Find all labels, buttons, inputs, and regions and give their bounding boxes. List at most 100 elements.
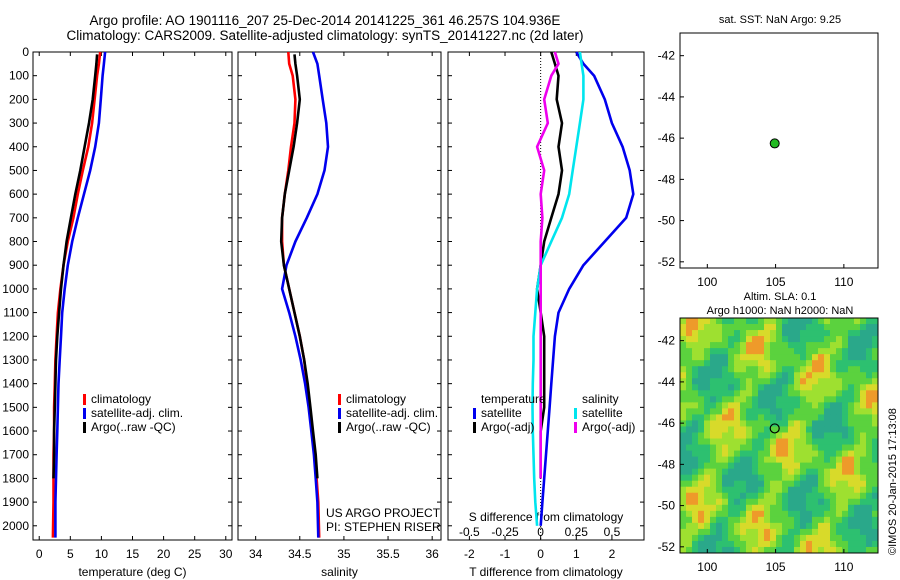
sla-cell bbox=[818, 468, 825, 476]
sla-cell bbox=[716, 420, 723, 428]
sla-cell bbox=[842, 354, 849, 361]
sla-cell bbox=[806, 516, 813, 524]
sla-cell bbox=[734, 390, 741, 397]
sla-cell bbox=[704, 492, 711, 500]
sla-cell bbox=[842, 438, 849, 446]
sla-cell bbox=[872, 324, 878, 331]
sla-cell bbox=[716, 414, 723, 422]
sla-cell bbox=[770, 492, 777, 500]
sla-cell bbox=[872, 378, 878, 385]
sla-cell bbox=[866, 528, 873, 536]
sla-cell bbox=[686, 480, 693, 488]
sla-cell bbox=[686, 396, 693, 403]
sla-cell bbox=[770, 510, 777, 518]
sla-cell bbox=[752, 390, 759, 397]
sla-cell bbox=[800, 498, 807, 506]
sla-cell bbox=[824, 396, 831, 403]
sla-cell bbox=[872, 354, 878, 361]
sla-cell bbox=[710, 516, 717, 524]
sla-cell bbox=[800, 420, 807, 428]
sla-cell bbox=[704, 534, 711, 542]
sla-cell bbox=[680, 348, 687, 355]
sla-cell bbox=[776, 366, 783, 373]
sla-cell bbox=[806, 432, 813, 440]
sla-cell bbox=[836, 504, 843, 512]
sla-cell bbox=[842, 402, 849, 409]
sla-cell bbox=[722, 438, 729, 446]
sla-cell bbox=[866, 516, 873, 524]
sla-cell bbox=[722, 396, 729, 403]
sla-cell bbox=[698, 444, 705, 452]
sla-cell bbox=[764, 396, 771, 403]
sla-cell bbox=[740, 396, 747, 403]
sla-cell bbox=[680, 492, 687, 500]
sla-cell bbox=[692, 450, 699, 458]
sla-cell bbox=[800, 366, 807, 373]
sla-cell bbox=[692, 414, 699, 422]
sla-cell bbox=[854, 330, 861, 337]
sla-cell bbox=[824, 450, 831, 458]
sla-cell bbox=[710, 384, 717, 391]
sla-cell bbox=[734, 522, 741, 530]
sla-cell bbox=[680, 318, 687, 325]
sla-cell bbox=[704, 408, 711, 416]
sla-cell bbox=[776, 486, 783, 494]
sla-cell bbox=[722, 378, 729, 385]
sla-cell bbox=[836, 330, 843, 337]
sla-cell bbox=[740, 366, 747, 373]
sla-cell bbox=[860, 342, 867, 349]
sla-cell bbox=[692, 372, 699, 379]
sla-cell bbox=[836, 468, 843, 476]
sla-cell bbox=[842, 390, 849, 397]
sla-cell bbox=[758, 450, 765, 458]
sla-cell bbox=[854, 456, 861, 464]
sla-cell bbox=[752, 372, 759, 379]
sla-cell bbox=[758, 534, 765, 542]
sla-cell bbox=[824, 330, 831, 337]
sla-cell bbox=[794, 342, 801, 349]
sla-cell bbox=[716, 474, 723, 482]
sla-cell bbox=[716, 450, 723, 458]
sla-cell bbox=[746, 330, 753, 337]
sla-cell bbox=[872, 546, 878, 553]
sla-cell bbox=[680, 396, 687, 403]
sla-cell bbox=[704, 528, 711, 536]
sla-cell bbox=[728, 540, 735, 548]
sla-cell bbox=[716, 498, 723, 506]
sla-cell bbox=[734, 540, 741, 548]
sla-cell bbox=[680, 444, 687, 452]
sla-cell bbox=[818, 354, 825, 361]
sla-cell bbox=[836, 486, 843, 494]
sla-cell bbox=[704, 486, 711, 494]
sla-cell bbox=[854, 546, 861, 553]
salinity-profile-xtick-label: 34.5 bbox=[288, 547, 312, 561]
sla-cell bbox=[716, 528, 723, 536]
sla-cell bbox=[782, 522, 789, 530]
sla-cell bbox=[680, 354, 687, 361]
sla-cell bbox=[866, 402, 873, 409]
sla-cell bbox=[722, 504, 729, 512]
sla-cell bbox=[872, 366, 878, 373]
salinity-profile-panel: 34 34.5 35 35.5 36 salinity climatologysatelli… bbox=[237, 51, 442, 579]
sla-cell bbox=[704, 402, 711, 409]
sla-cell bbox=[734, 462, 741, 470]
sla-cell bbox=[710, 540, 717, 548]
sla-cell bbox=[794, 426, 801, 434]
sla-cell bbox=[818, 360, 825, 367]
sla-cell bbox=[854, 372, 861, 379]
sla-cell bbox=[776, 372, 783, 379]
sla-cell bbox=[818, 498, 825, 506]
sla-map-ytick-label: -42 bbox=[658, 334, 676, 348]
sla-cell bbox=[800, 408, 807, 416]
sla-cell bbox=[764, 324, 771, 331]
sla-cell bbox=[728, 492, 735, 500]
sla-cell bbox=[752, 414, 759, 422]
sla-cell bbox=[800, 468, 807, 476]
sla-cell bbox=[872, 414, 878, 422]
sla-cell bbox=[680, 426, 687, 434]
sla-cell bbox=[806, 426, 813, 434]
sla-cell bbox=[830, 330, 837, 337]
sla-cell bbox=[806, 510, 813, 518]
sla-cell bbox=[812, 516, 819, 524]
sla-cell bbox=[722, 408, 729, 416]
